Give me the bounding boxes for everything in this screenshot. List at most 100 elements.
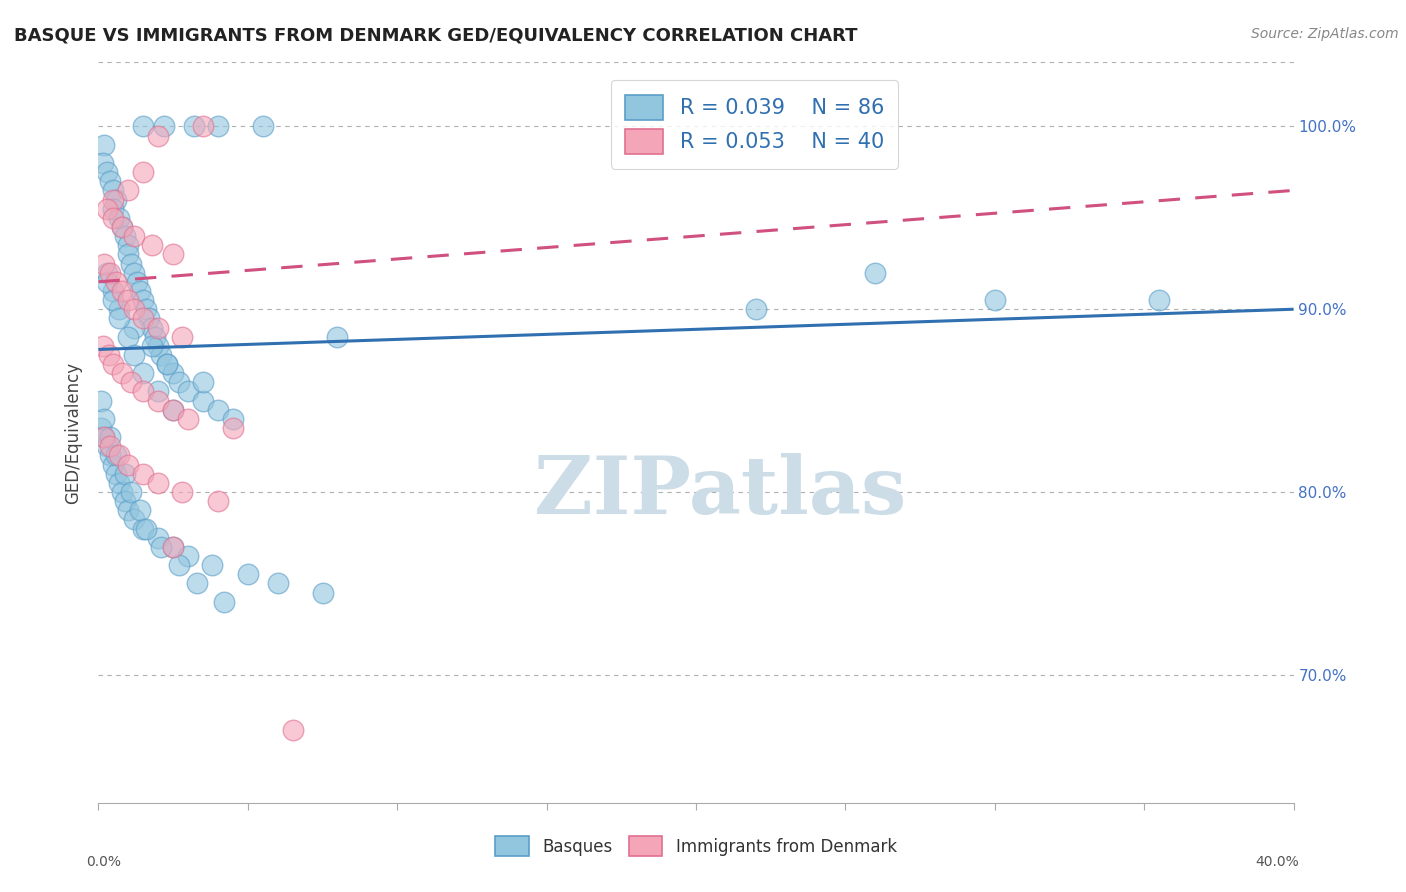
Point bbox=[148, 384, 170, 399]
Text: BASQUE VS IMMIGRANTS FROM DENMARK GED/EQUIVALENCY CORRELATION CHART: BASQUE VS IMMIGRANTS FROM DENMARK GED/EQ… bbox=[14, 27, 858, 45]
Point bbox=[132, 522, 155, 536]
Point bbox=[129, 503, 152, 517]
Point bbox=[111, 219, 134, 234]
Point bbox=[162, 402, 184, 417]
Point bbox=[117, 183, 139, 197]
Point bbox=[162, 247, 184, 261]
Point bbox=[167, 376, 190, 390]
Point bbox=[124, 302, 146, 317]
Point bbox=[167, 558, 190, 573]
Point bbox=[148, 393, 170, 408]
Point bbox=[124, 229, 146, 244]
Point bbox=[132, 120, 155, 134]
Point bbox=[148, 475, 170, 490]
Point bbox=[207, 120, 229, 134]
Point bbox=[114, 467, 136, 481]
Point bbox=[207, 402, 229, 417]
Point bbox=[132, 366, 155, 380]
Point bbox=[745, 302, 768, 317]
Text: 0.0%: 0.0% bbox=[87, 855, 121, 869]
Point bbox=[148, 339, 170, 353]
Point bbox=[177, 549, 200, 563]
Point bbox=[132, 293, 155, 307]
Point bbox=[201, 558, 224, 573]
Point bbox=[124, 320, 146, 334]
Point bbox=[148, 320, 170, 334]
Text: 40.0%: 40.0% bbox=[1256, 855, 1299, 869]
Point bbox=[141, 339, 163, 353]
Point bbox=[172, 329, 194, 343]
Point bbox=[97, 348, 120, 362]
Point bbox=[93, 137, 115, 152]
Point bbox=[120, 485, 142, 500]
Point bbox=[191, 120, 214, 134]
Point bbox=[236, 567, 259, 582]
Point bbox=[143, 329, 166, 343]
Point bbox=[117, 458, 139, 472]
Point bbox=[117, 329, 139, 343]
Point bbox=[111, 219, 134, 234]
Point bbox=[103, 284, 125, 298]
Point bbox=[111, 284, 134, 298]
Point bbox=[222, 421, 245, 435]
Point bbox=[135, 522, 157, 536]
Point bbox=[108, 211, 131, 225]
Point bbox=[186, 576, 208, 591]
Point bbox=[120, 256, 142, 270]
Point bbox=[129, 284, 152, 298]
Point bbox=[191, 393, 214, 408]
Point bbox=[91, 339, 114, 353]
Point bbox=[105, 193, 128, 207]
Point bbox=[93, 430, 115, 444]
Point bbox=[281, 723, 304, 737]
Text: ZIPatlas: ZIPatlas bbox=[534, 453, 905, 531]
Point bbox=[120, 376, 142, 390]
Point bbox=[98, 430, 122, 444]
Point bbox=[153, 120, 176, 134]
Point bbox=[98, 266, 122, 280]
Point bbox=[148, 531, 170, 545]
Point bbox=[172, 485, 194, 500]
Point bbox=[141, 320, 163, 334]
Point bbox=[105, 467, 128, 481]
Point bbox=[132, 311, 155, 326]
Point bbox=[212, 595, 235, 609]
Point bbox=[111, 485, 134, 500]
Point bbox=[117, 238, 139, 252]
Point bbox=[103, 293, 125, 307]
Point bbox=[138, 311, 160, 326]
Y-axis label: GED/Equivalency: GED/Equivalency bbox=[65, 361, 83, 504]
Point bbox=[267, 576, 290, 591]
Point bbox=[93, 430, 115, 444]
Point bbox=[98, 439, 122, 453]
Point bbox=[105, 449, 128, 463]
Point bbox=[108, 449, 131, 463]
Point bbox=[222, 412, 245, 426]
Point bbox=[91, 156, 114, 170]
Point bbox=[162, 366, 184, 380]
Point bbox=[183, 120, 205, 134]
Point bbox=[865, 266, 887, 280]
Point bbox=[132, 384, 155, 399]
Point bbox=[132, 165, 155, 179]
Point bbox=[207, 494, 229, 508]
Point bbox=[90, 421, 112, 435]
Point bbox=[135, 302, 157, 317]
Point bbox=[103, 458, 125, 472]
Point bbox=[124, 348, 146, 362]
Point bbox=[103, 357, 125, 371]
Point bbox=[93, 412, 115, 426]
Point bbox=[141, 238, 163, 252]
Point bbox=[90, 393, 112, 408]
Point bbox=[156, 357, 179, 371]
Point bbox=[162, 540, 184, 554]
Point bbox=[105, 275, 128, 289]
Point bbox=[311, 585, 333, 599]
Point bbox=[111, 366, 134, 380]
Point bbox=[117, 247, 139, 261]
Point bbox=[103, 183, 125, 197]
Point bbox=[103, 202, 125, 216]
Point bbox=[114, 494, 136, 508]
Point bbox=[108, 475, 131, 490]
Point bbox=[103, 211, 125, 225]
